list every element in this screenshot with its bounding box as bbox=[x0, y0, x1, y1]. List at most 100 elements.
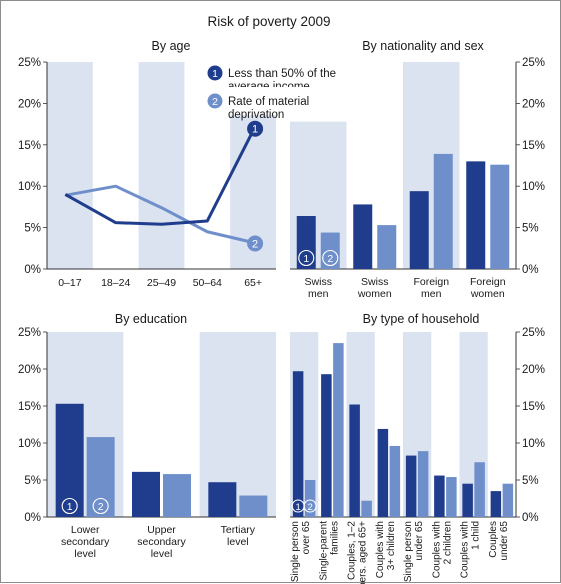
bar-marker-label-household-1: 1 bbox=[295, 502, 300, 513]
xtick-label-age: 18–24 bbox=[101, 277, 130, 289]
xtick-label-age: 65+ bbox=[244, 277, 262, 289]
bar-marker-label-nationality-1: 1 bbox=[303, 253, 309, 265]
xtick-label-household: Couples bbox=[488, 521, 499, 558]
bar-nationality-s1-3 bbox=[466, 161, 485, 269]
bar-marker-label-household-2: 2 bbox=[307, 502, 312, 513]
xtick-label-education: level bbox=[227, 536, 249, 548]
xtick-label-nationality: Foreign bbox=[470, 276, 506, 288]
ytick-label-age: 10% bbox=[18, 181, 41, 193]
ytick-label-household: 5% bbox=[522, 475, 539, 487]
bar-household-s2-2 bbox=[361, 501, 372, 517]
xtick-label-education: secondary bbox=[61, 536, 110, 548]
ytick-label-age: 0% bbox=[24, 264, 41, 276]
bar-education-s2-2 bbox=[239, 496, 267, 517]
xtick-label-household: Couples, 1–2 bbox=[347, 521, 358, 580]
xtick-label-age: 0–17 bbox=[58, 277, 82, 289]
bar-household-s1-1 bbox=[321, 374, 332, 517]
xtick-label-household: pers. aged 65+ bbox=[358, 521, 369, 584]
legend-marker-label-1: 1 bbox=[212, 68, 218, 80]
xtick-label-household: families bbox=[329, 521, 340, 555]
ytick-label-household: 20% bbox=[522, 364, 545, 376]
ytick-label-education: 10% bbox=[18, 438, 41, 450]
xtick-label-age: 50–64 bbox=[193, 277, 222, 289]
ytick-label-age: 15% bbox=[18, 140, 41, 152]
xtick-label-age: 25–49 bbox=[147, 277, 176, 289]
xtick-label-nationality: Swiss bbox=[361, 276, 388, 288]
ytick-label-nationality: 0% bbox=[522, 264, 539, 276]
xtick-label-household: 2 children bbox=[442, 521, 453, 564]
bar-nationality-s2-2 bbox=[434, 154, 453, 269]
xtick-label-nationality: men bbox=[308, 288, 329, 300]
chart-title: Risk of poverty 2009 bbox=[207, 14, 330, 29]
ytick-label-household: 15% bbox=[522, 401, 545, 413]
bar-household-s2-5 bbox=[446, 477, 457, 517]
xtick-label-household: Single person bbox=[403, 521, 414, 582]
bar-education-s1-2 bbox=[208, 482, 236, 517]
panel-title-age: By age bbox=[152, 39, 191, 53]
bar-education-s1-1 bbox=[132, 472, 160, 517]
panel-title-household: By type of household bbox=[363, 312, 480, 326]
bar-household-s1-4 bbox=[406, 456, 417, 517]
xtick-label-household: Single person bbox=[290, 521, 301, 582]
bar-household-s1-5 bbox=[434, 476, 445, 517]
ytick-label-education: 0% bbox=[24, 512, 41, 524]
ytick-label-age: 25% bbox=[18, 57, 41, 69]
xtick-label-household: Couples with bbox=[375, 521, 386, 578]
xtick-label-education: level bbox=[74, 548, 96, 560]
bar-household-s1-2 bbox=[349, 405, 360, 517]
bar-household-s1-7 bbox=[491, 491, 502, 517]
ytick-label-nationality: 10% bbox=[522, 181, 545, 193]
xtick-label-household: Couples with bbox=[431, 521, 442, 578]
ytick-label-age: 20% bbox=[18, 98, 41, 110]
bar-household-s2-1 bbox=[333, 343, 344, 517]
ytick-label-nationality: 5% bbox=[522, 223, 539, 235]
ytick-label-education: 5% bbox=[24, 475, 41, 487]
bar-nationality-s2-1 bbox=[377, 225, 396, 269]
ytick-label-household: 25% bbox=[522, 327, 545, 339]
bar-marker-label-education-1: 1 bbox=[67, 501, 73, 513]
ytick-label-nationality: 15% bbox=[522, 140, 545, 152]
end-marker-label-1: 1 bbox=[252, 124, 258, 136]
xtick-label-household: 1 child bbox=[471, 521, 482, 550]
bar-household-s2-4 bbox=[418, 451, 429, 517]
xtick-label-education: Upper bbox=[147, 524, 176, 536]
bar-education-s2-1 bbox=[163, 474, 191, 517]
panel-title-education: By education bbox=[115, 312, 187, 326]
xtick-label-nationality: Swiss bbox=[305, 276, 332, 288]
bar-household-s2-7 bbox=[503, 484, 514, 517]
xtick-label-household: under 65 bbox=[414, 521, 425, 561]
legend-text-1: Less than 50% of the bbox=[228, 68, 336, 80]
ytick-label-education: 25% bbox=[18, 327, 41, 339]
band-age-2 bbox=[139, 62, 185, 269]
legend-text-2: Rate of material bbox=[228, 96, 309, 108]
bar-household-s1-0 bbox=[293, 371, 304, 517]
xtick-label-household: 3+ children bbox=[386, 521, 397, 570]
xtick-label-household: over 65 bbox=[301, 521, 312, 555]
ytick-label-household: 0% bbox=[522, 512, 539, 524]
xtick-label-household: under 65 bbox=[499, 521, 510, 561]
bar-nationality-s1-2 bbox=[410, 191, 429, 269]
xtick-label-education: level bbox=[151, 548, 173, 560]
bar-marker-label-nationality-2: 2 bbox=[327, 253, 333, 265]
legend-marker-label-2: 2 bbox=[212, 96, 218, 108]
ytick-label-nationality: 20% bbox=[522, 98, 545, 110]
xtick-label-education: Lower bbox=[71, 524, 100, 536]
band-age-0 bbox=[47, 62, 93, 269]
bar-household-s2-3 bbox=[390, 446, 401, 517]
xtick-label-household: Single-parent bbox=[318, 521, 329, 581]
panel-title-nationality: By nationality and sex bbox=[362, 39, 484, 53]
xtick-label-nationality: Foreign bbox=[413, 276, 449, 288]
ytick-label-age: 5% bbox=[24, 223, 41, 235]
xtick-label-education: Tertiary bbox=[221, 524, 256, 536]
bar-nationality-s1-1 bbox=[353, 204, 372, 269]
xtick-label-nationality: women bbox=[357, 288, 392, 300]
ytick-label-education: 20% bbox=[18, 364, 41, 376]
legend-text-2: deprivation bbox=[228, 109, 284, 121]
ytick-label-education: 15% bbox=[18, 401, 41, 413]
end-marker-label-2: 2 bbox=[252, 239, 258, 251]
ytick-label-household: 10% bbox=[522, 438, 545, 450]
bar-household-s1-6 bbox=[462, 484, 473, 517]
bar-marker-label-education-2: 2 bbox=[98, 501, 104, 513]
bar-household-s2-6 bbox=[474, 462, 485, 517]
